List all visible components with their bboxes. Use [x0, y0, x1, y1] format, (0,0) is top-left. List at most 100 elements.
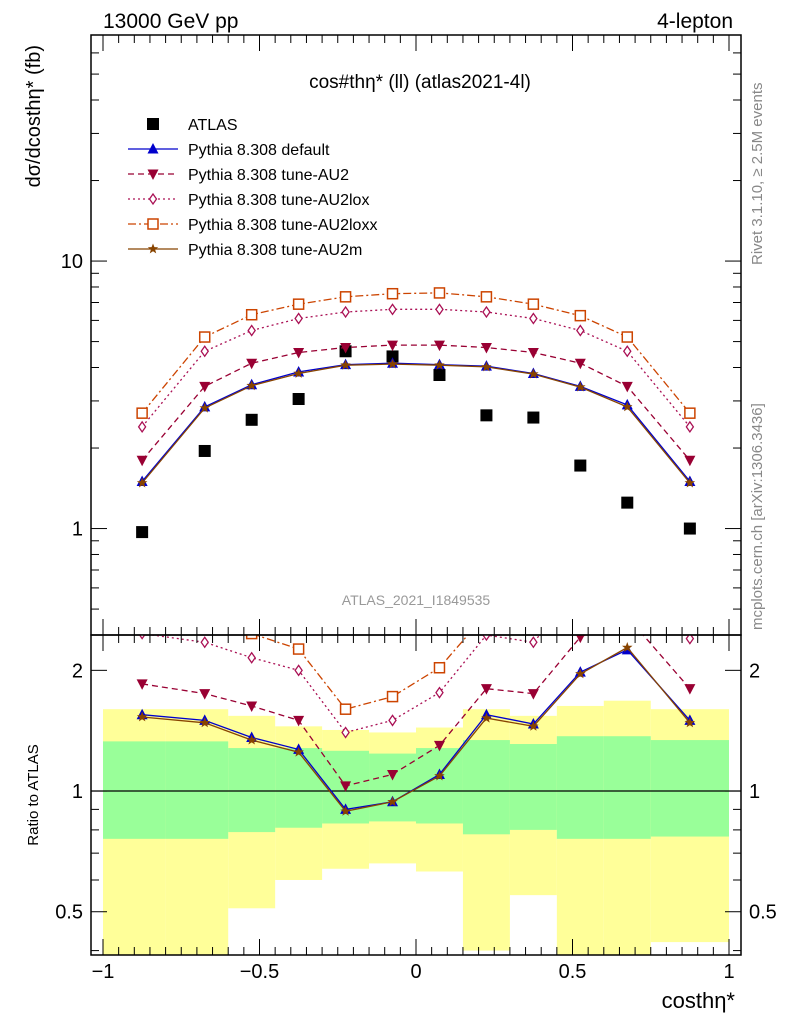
ratio-point-2-11	[685, 635, 695, 645]
main-axes: 1 10	[61, 34, 742, 636]
main-point-4-11	[684, 407, 696, 419]
legend: ATLAS Pythia 8.308 default Pythia 8.308 tu…	[128, 117, 377, 259]
legend-label-3: Pythia 8.308 tune-AU2lox	[188, 192, 369, 209]
ratio-inner-band-bin-10	[603, 736, 651, 839]
main-point-2-5	[387, 340, 399, 352]
main-point-3-5	[388, 303, 397, 316]
ratio-inner-band-bin-7	[462, 740, 510, 835]
ratio-y-axis-label: Ratio to ATLAS	[25, 744, 42, 845]
legend-marker-2	[147, 169, 159, 180]
legend-item-2: Pythia 8.308 tune-AU2	[128, 167, 349, 184]
main-point-3-9	[576, 324, 585, 337]
ratio-point-4-7	[481, 712, 492, 723]
legend-label-4: Pythia 8.308 tune-AU2loxx	[188, 217, 377, 234]
watermark: ATLAS_2021_I1849535	[342, 592, 491, 608]
ratio-inner-band-bin-5	[369, 753, 416, 822]
ratio-point-2-8	[529, 636, 538, 649]
ratio-point-2-5	[388, 714, 397, 727]
ratio-series-line-0	[142, 649, 691, 811]
main-point-5-1	[199, 402, 210, 413]
main-series-line-1	[141, 362, 691, 482]
main-point-2-10	[621, 381, 633, 393]
ratio-point-1-7	[480, 684, 492, 695]
ratio-inner-band-bin-11	[650, 740, 729, 837]
ratio-point-3-11	[685, 613, 695, 623]
main-point-0-3	[292, 393, 305, 406]
ratio-point-3-4	[339, 703, 352, 715]
main-point-2-9	[574, 358, 586, 370]
main-point-5-8	[528, 368, 539, 379]
main-series-4	[136, 287, 696, 419]
ratio-point-2-6	[435, 686, 444, 699]
legend-marker-0	[147, 118, 159, 130]
main-point-2-2	[246, 358, 258, 370]
main-point-4-5	[386, 287, 399, 300]
main-point-0-9	[574, 459, 587, 472]
ratio-inner-band-bin-0	[103, 741, 166, 839]
ratio-point-4-11	[684, 717, 696, 728]
main-point-5-9	[575, 381, 586, 392]
x-tick-label-3: 0.5	[559, 961, 587, 983]
legend-item-0: ATLAS	[147, 117, 238, 134]
legend-marker-4	[147, 218, 159, 230]
ratio-point-2-3	[294, 664, 303, 677]
legend-item-1: Pythia 8.308 default	[128, 142, 330, 159]
ratio-point-2-2	[247, 651, 256, 664]
main-panel: cos#thη* (ll) (atlas2021-4l) ATLAS_2021_…	[23, 34, 742, 636]
ratio-inner-band-bin-2	[228, 748, 276, 833]
ratio-point-2-4	[341, 726, 350, 739]
main-point-0-0	[136, 526, 149, 539]
x-tick-label-2: 0	[410, 961, 421, 983]
x-tick-label-0: −1	[92, 961, 115, 983]
main-series-line-5	[141, 363, 691, 484]
main-point-3-6	[435, 303, 444, 316]
ratio-point-4-4	[340, 805, 351, 816]
ratio-point-1-1	[199, 689, 211, 700]
main-point-0-8	[527, 411, 540, 424]
main-point-3-7	[482, 305, 491, 319]
ratio-point-3-8	[528, 616, 538, 626]
legend-marker-1	[147, 143, 159, 154]
ratio-point-2-10	[624, 558, 631, 568]
main-point-4-7	[480, 291, 493, 303]
ratio-y-tick-label-right-1: 1	[749, 781, 760, 803]
ratio-panel: 0.5 0.5 1 1 2 2 Ratio to ATLAS	[25, 558, 777, 956]
ratio-y-tick-label-right-0: 0.5	[749, 902, 777, 924]
ratio-point-1-11	[684, 684, 696, 695]
ratio-point-3-0	[137, 608, 147, 618]
mcplots-label: mcplots.cern.ch [arXiv:1306.3436]	[749, 403, 766, 630]
main-point-5-5	[387, 358, 398, 369]
rivet-label: Rivet 3.1.10, ≥ 2.5M events	[749, 83, 766, 266]
ratio-point-1-8	[527, 689, 539, 700]
x-tick-label-1: −0.5	[240, 961, 279, 983]
main-point-0-7	[480, 409, 493, 422]
ratio-inner-band-bin-3	[275, 748, 323, 828]
main-point-3-3	[294, 312, 303, 325]
main-point-4-9	[574, 309, 587, 322]
ratio-point-4-9	[575, 668, 586, 679]
legend-item-4: Pythia 8.308 tune-AU2loxx	[128, 217, 377, 234]
main-point-3-1	[200, 345, 210, 358]
main-point-4-3	[292, 298, 305, 310]
main-point-4-1	[198, 331, 211, 343]
main-point-3-2	[247, 324, 256, 337]
main-point-3-11	[685, 420, 695, 433]
main-series-line-3	[141, 308, 691, 428]
main-point-4-0	[136, 407, 148, 419]
legend-label-5: Pythia 8.308 tune-AU2m	[188, 242, 362, 259]
ratio-series-4	[136, 642, 696, 816]
ratio-series-line-4	[142, 646, 691, 813]
ratio-point-4-0	[136, 711, 148, 722]
main-point-4-10	[621, 331, 634, 343]
legend-item-3: Pythia 8.308 tune-AU2lox	[128, 192, 369, 209]
x-tick-label-4: 1	[723, 961, 734, 983]
ratio-point-1-3	[293, 715, 305, 727]
main-series-group	[136, 287, 696, 539]
ratio-point-3-3	[292, 643, 305, 655]
ratio-bands	[91, 700, 741, 955]
ratio-series-2	[138, 558, 695, 739]
ratio-point-1-5	[387, 769, 399, 781]
main-point-0-5	[386, 350, 399, 363]
main-point-4-4	[339, 291, 352, 303]
legend-item-5: Pythia 8.308 tune-AU2m	[128, 242, 362, 259]
